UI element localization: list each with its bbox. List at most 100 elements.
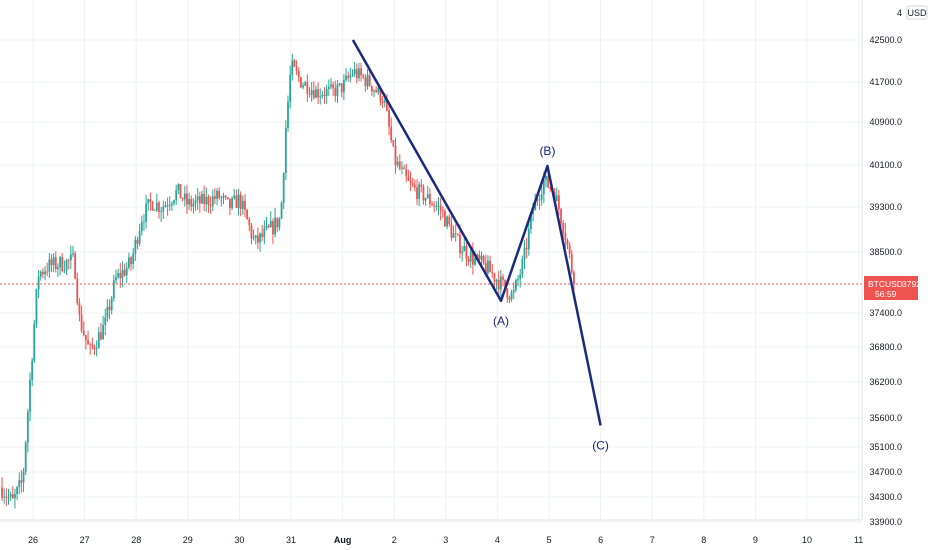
candle-body [50, 259, 53, 266]
candle-body [125, 267, 128, 276]
candle-body [340, 83, 343, 93]
currency-badge[interactable]: USD [906, 5, 928, 20]
candle-body [484, 263, 487, 274]
candle-body [366, 75, 369, 87]
candle-body [190, 199, 193, 207]
candle-body [263, 228, 266, 237]
candle-body [209, 204, 212, 206]
x-tick-label: 31 [286, 535, 296, 545]
candle-body [364, 77, 367, 87]
candle-body [46, 271, 49, 273]
candle-body [525, 247, 528, 250]
candle-body [459, 234, 461, 254]
candle-body [347, 75, 350, 78]
y-tick-label: 34700.0 [869, 467, 902, 477]
candle-body [532, 210, 534, 214]
chart-grid [0, 0, 862, 523]
candle-body [48, 259, 51, 272]
candle-body [323, 94, 326, 96]
currency-label: USD [907, 8, 927, 18]
candle-body [448, 216, 451, 225]
candle-body [334, 88, 337, 96]
candle-body [289, 74, 292, 102]
candle-body [379, 87, 382, 102]
candle-body [16, 487, 18, 495]
candle-body [188, 199, 190, 205]
candle-body [213, 196, 216, 199]
candle-body [110, 298, 113, 311]
candle-body [87, 340, 89, 345]
time-axis[interactable]: 26 27 28 29 30 31 Aug 2 3 4 5 6 7 8 9 10 11 [28, 535, 863, 545]
candle-body [342, 80, 345, 93]
candle-body [368, 75, 371, 86]
candle-body [514, 280, 517, 290]
candle-body [26, 411, 29, 443]
candle-body [560, 209, 562, 223]
candle-body [54, 257, 57, 269]
candle-body [345, 75, 347, 81]
candle-body [97, 332, 100, 349]
price-axis-top-tick: 4 [897, 8, 902, 18]
candle-body [435, 205, 438, 207]
candle-body [100, 332, 102, 340]
y-tick-label: 40100.0 [869, 160, 902, 170]
candle-body [278, 218, 281, 228]
candle-body [123, 269, 126, 276]
candle-body [57, 267, 59, 269]
candle-body [306, 82, 309, 94]
candle-body [121, 269, 124, 278]
candle-body [248, 219, 251, 226]
y-tick-label: 34300.0 [869, 492, 902, 502]
candle-body [67, 260, 70, 261]
candle-body [138, 231, 141, 244]
candle-body [536, 199, 539, 201]
candle-body [383, 100, 386, 103]
candle-body [538, 199, 541, 201]
candle-body [134, 239, 137, 254]
wave-polyline [351, 39, 602, 426]
candle-body [287, 101, 289, 128]
candle-body [82, 330, 85, 336]
last-price-badge: BTCUSD 37923.0 56:59 [864, 275, 932, 300]
candle-body [226, 197, 229, 199]
candle-body [401, 167, 403, 169]
candle-body [512, 289, 515, 293]
candle-body [265, 225, 268, 229]
candle-body [349, 74, 352, 78]
x-tick-label: 29 [183, 535, 193, 545]
x-tick-label: 6 [598, 535, 603, 545]
candle-body [181, 198, 184, 200]
candle-body [274, 217, 276, 235]
x-tick-label: 9 [753, 535, 758, 545]
candle-body [549, 187, 552, 189]
candle-body [446, 216, 448, 227]
candle-body [478, 254, 481, 260]
candle-body [39, 271, 42, 277]
candle-body [502, 276, 504, 280]
price-axis[interactable]: 42500.0 41700.0 40900.0 40100.0 39300.0 38500… [869, 35, 902, 527]
candle-body [497, 279, 500, 290]
last-price-label: 37923.0 [902, 279, 932, 289]
candle-body [250, 225, 253, 239]
candle-body [61, 257, 64, 271]
candle-body [409, 180, 412, 184]
candle-body [276, 217, 279, 228]
candle-body [78, 303, 81, 315]
y-tick-label: 35100.0 [869, 442, 902, 452]
candle-body [358, 68, 360, 79]
candle-body [321, 94, 324, 97]
candle-body [160, 211, 163, 212]
candle-body [474, 257, 476, 265]
candle-body [521, 259, 524, 275]
y-tick-label: 36800.0 [869, 342, 902, 352]
candle-body [44, 271, 46, 275]
candle-body [127, 257, 130, 268]
candle-body [173, 200, 175, 204]
candle-body [362, 75, 365, 78]
candle-body [463, 245, 466, 252]
candle-body [7, 496, 10, 498]
candle-body [540, 194, 543, 200]
candle-body [164, 205, 167, 207]
x-tick-label: 3 [443, 535, 448, 545]
